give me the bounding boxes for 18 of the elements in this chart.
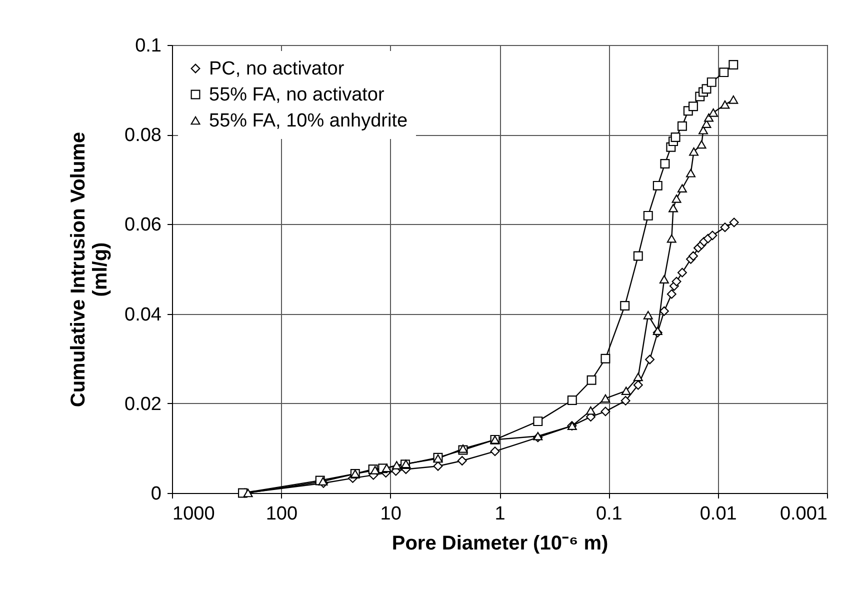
y-tick-label: 0.1 <box>135 36 162 56</box>
x-tick-label: 100 <box>266 504 298 524</box>
y-tick-label: 0.08 <box>124 125 162 146</box>
legend-label: 55% FA, 10% anhydrite <box>209 110 408 132</box>
x-tick-label: 0.001 <box>780 504 828 524</box>
x-tick-label: 1000 <box>172 504 215 524</box>
y-tick-label: 0 <box>150 484 162 504</box>
y-tick-label: 0.02 <box>124 394 162 415</box>
x-axis-title: Pore Diameter (10⁻⁶ m) <box>392 532 608 554</box>
x-tick-label: 1 <box>494 504 506 524</box>
y-tick-label: 0.04 <box>124 304 162 326</box>
x-tick-label: 0.1 <box>596 504 622 524</box>
legend-label: 55% FA, no activator <box>209 84 385 106</box>
x-tick-label: 10 <box>380 504 402 524</box>
x-tick-label: 0.01 <box>700 504 737 524</box>
legend-label: PC, no activator <box>209 58 345 80</box>
y-axis-title: Cumulative Intrusion Volume (ml/g) <box>68 132 112 408</box>
y-tick-label: 0.06 <box>124 214 162 236</box>
